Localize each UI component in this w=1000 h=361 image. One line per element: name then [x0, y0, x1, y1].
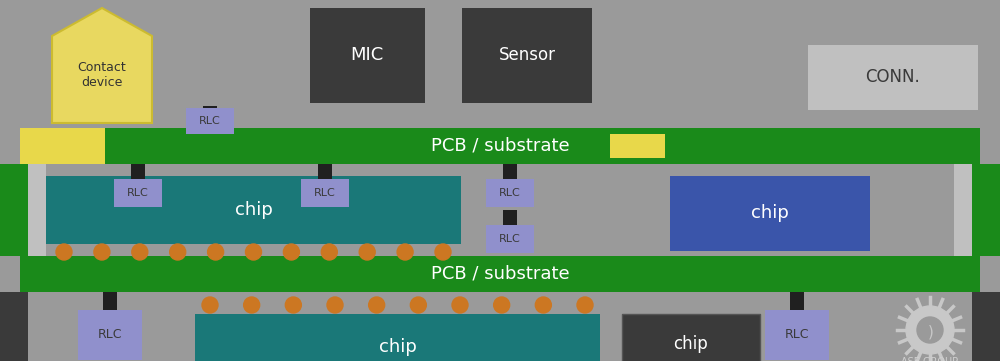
- Circle shape: [208, 244, 224, 260]
- Text: RLC: RLC: [499, 188, 521, 198]
- Text: Contact
device: Contact device: [78, 61, 126, 89]
- Circle shape: [321, 244, 337, 260]
- Bar: [0, 292, 1000, 361]
- Bar: [103, 292, 117, 312]
- Bar: [0, 0, 1000, 128]
- Circle shape: [132, 244, 148, 260]
- Bar: [610, 134, 665, 158]
- Circle shape: [359, 244, 375, 260]
- Circle shape: [906, 306, 954, 354]
- Bar: [131, 164, 145, 182]
- Circle shape: [246, 244, 262, 260]
- Bar: [0, 164, 1000, 256]
- Bar: [195, 314, 600, 361]
- Circle shape: [535, 297, 551, 313]
- Bar: [503, 164, 517, 182]
- Circle shape: [369, 297, 385, 313]
- Bar: [78, 310, 142, 360]
- Circle shape: [410, 297, 426, 313]
- Bar: [0, 164, 28, 256]
- Text: chip: chip: [674, 335, 708, 353]
- Circle shape: [283, 244, 299, 260]
- Text: MIC: MIC: [350, 46, 384, 64]
- Circle shape: [244, 297, 260, 313]
- Text: RLC: RLC: [499, 234, 521, 244]
- Bar: [20, 128, 980, 164]
- Text: PCB / substrate: PCB / substrate: [431, 265, 569, 283]
- Bar: [203, 106, 217, 128]
- Bar: [310, 8, 425, 103]
- Bar: [765, 310, 829, 360]
- Text: RLC: RLC: [127, 188, 149, 198]
- Circle shape: [202, 297, 218, 313]
- Circle shape: [577, 297, 593, 313]
- Bar: [808, 45, 978, 110]
- Circle shape: [435, 244, 451, 260]
- Text: ASE GROUP: ASE GROUP: [901, 357, 959, 361]
- Bar: [20, 128, 105, 164]
- Text: ): ): [928, 325, 934, 339]
- Bar: [972, 292, 1000, 361]
- Bar: [20, 256, 980, 292]
- Bar: [972, 164, 1000, 256]
- Bar: [486, 179, 534, 207]
- Circle shape: [452, 297, 468, 313]
- Circle shape: [170, 244, 186, 260]
- Text: RLC: RLC: [785, 329, 809, 342]
- Bar: [0, 292, 28, 361]
- Text: chip: chip: [751, 204, 789, 222]
- Bar: [790, 292, 804, 312]
- Circle shape: [285, 297, 301, 313]
- Bar: [186, 108, 234, 134]
- Text: RLC: RLC: [199, 116, 221, 126]
- Bar: [28, 164, 46, 256]
- Text: Sensor: Sensor: [498, 46, 556, 64]
- Circle shape: [327, 297, 343, 313]
- Bar: [622, 314, 760, 361]
- Bar: [503, 210, 517, 228]
- Circle shape: [917, 317, 943, 343]
- Bar: [462, 8, 592, 103]
- Bar: [46, 176, 461, 244]
- Bar: [114, 179, 162, 207]
- Text: RLC: RLC: [98, 329, 122, 342]
- Bar: [954, 164, 972, 256]
- Circle shape: [494, 297, 510, 313]
- Circle shape: [56, 244, 72, 260]
- Text: chip: chip: [235, 201, 272, 219]
- Circle shape: [94, 244, 110, 260]
- Bar: [486, 225, 534, 253]
- Polygon shape: [52, 8, 152, 123]
- Bar: [318, 164, 332, 182]
- Circle shape: [397, 244, 413, 260]
- Text: CONN.: CONN.: [866, 68, 920, 86]
- Text: chip: chip: [379, 338, 416, 356]
- Text: PCB / substrate: PCB / substrate: [431, 137, 569, 155]
- Text: RLC: RLC: [314, 188, 336, 198]
- Bar: [670, 176, 870, 251]
- Bar: [301, 179, 349, 207]
